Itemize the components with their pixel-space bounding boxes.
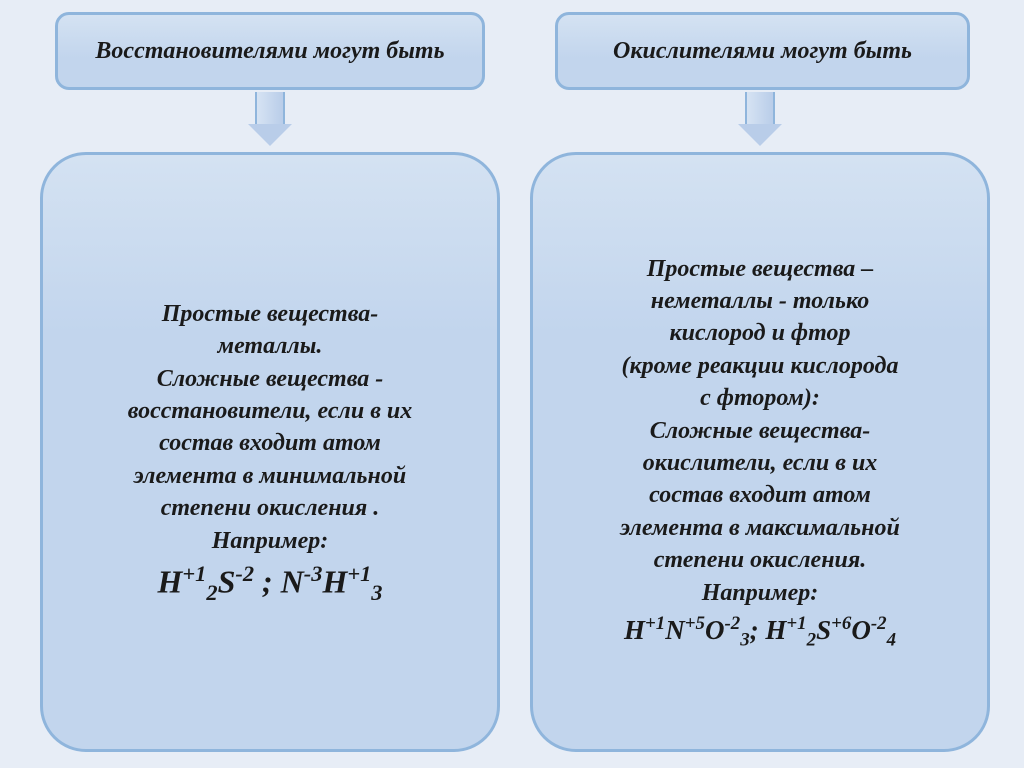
right-arrow-head — [738, 124, 782, 146]
right-content-line: окислители, если в их — [643, 450, 878, 476]
left-arrow-icon — [248, 92, 292, 146]
right-content-line: степени окисления. — [654, 547, 867, 573]
right-content-inner: Простые вещества – неметаллы - только кисл… — [555, 253, 965, 652]
left-content-line: степени окисления . — [161, 495, 380, 521]
left-content-line: Простые вещества- — [162, 301, 379, 327]
left-content-box: Простые вещества-металлы. Сложные веществ… — [40, 152, 500, 752]
left-content-line: Сложные вещества - — [157, 366, 384, 392]
right-content-line: кислород и фтор — [670, 320, 851, 346]
left-content-line: восстановители, если в их — [128, 398, 413, 424]
right-content-body: Простые вещества – неметаллы - только кисл… — [555, 253, 965, 609]
right-content-line: элемента в максимальной — [620, 515, 900, 541]
left-content-line: состав входит атом — [159, 430, 381, 456]
left-content-line: металлы. — [218, 333, 323, 359]
right-content-line: неметаллы - только — [651, 288, 869, 314]
right-content-line: с фтором): — [700, 385, 820, 411]
left-content-inner: Простые вещества-металлы. Сложные веществ… — [65, 298, 475, 606]
right-formula: H+1N+5O-23; H+12S+6O-24 — [555, 613, 965, 651]
left-formula: H+12S-2 ; N-3H+13 — [65, 561, 475, 606]
left-arrow-shaft — [255, 92, 285, 124]
left-content-line: элемента в минимальной — [134, 463, 406, 489]
right-content-line: (кроме реакции кислорода — [622, 353, 899, 379]
left-content-line: Например: — [212, 528, 328, 554]
left-header-box: Восстановителями могут быть — [55, 12, 485, 90]
right-arrow-shaft — [745, 92, 775, 124]
right-content-line: Сложные вещества- — [650, 418, 871, 444]
left-content-body: Простые вещества-металлы. Сложные веществ… — [65, 298, 475, 557]
right-content-line: состав входит атом — [649, 482, 871, 508]
left-header-text: Восстановителями могут быть — [95, 38, 444, 65]
right-content-line: Например: — [702, 580, 818, 606]
right-content-line: Простые вещества – — [647, 256, 874, 282]
right-arrow-icon — [738, 92, 782, 146]
diagram-canvas: Восстановителями могут быть Простые веще… — [0, 0, 1024, 768]
right-content-box: Простые вещества – неметаллы - только кисл… — [530, 152, 990, 752]
right-header-box: Окислителями могут быть — [555, 12, 970, 90]
right-header-text: Окислителями могут быть — [613, 38, 912, 65]
left-arrow-head — [248, 124, 292, 146]
